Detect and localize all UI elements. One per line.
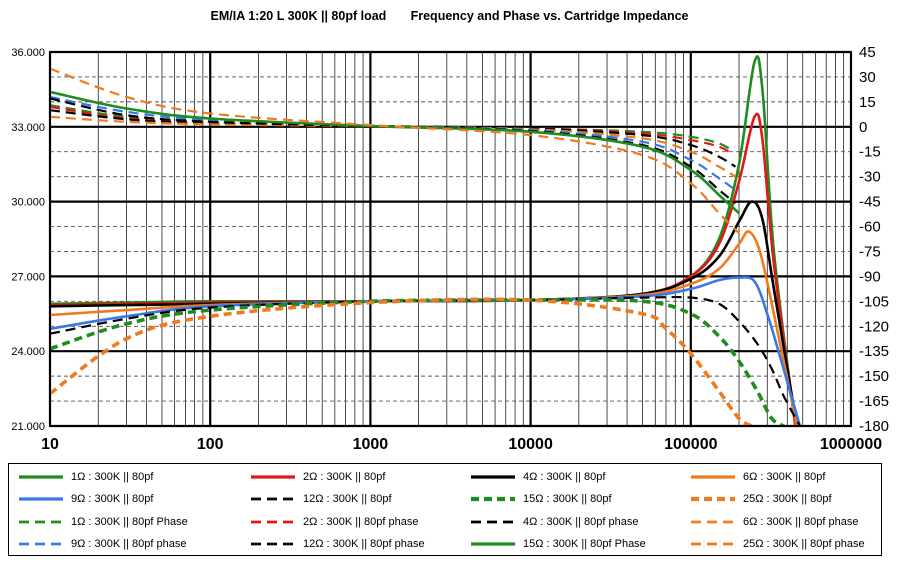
legend-swatch <box>471 496 515 502</box>
y-right-tick-label: 30 <box>859 69 876 86</box>
legend-label: 2Ω : 300K || 80pf <box>303 471 386 483</box>
legend: 1Ω : 300K || 80pf 2Ω : 300K || 80pf 4Ω : 3… <box>8 463 882 556</box>
legend-swatch <box>19 497 63 501</box>
legend-item: 2Ω : 300K || 80pf <box>249 469 385 485</box>
series-layer <box>50 55 802 426</box>
series-line-5 <box>50 276 802 426</box>
plot-area <box>50 52 851 426</box>
y-right-tick-label: -60 <box>859 219 881 236</box>
legend-swatch <box>251 542 295 546</box>
legend-label: 25Ω : 300K || 80pf <box>743 493 832 505</box>
series-line-6 <box>50 295 801 426</box>
x-tick-label: 100000 <box>664 436 717 453</box>
legend-item: 6Ω : 300K || 80pf <box>689 469 825 485</box>
plot-frame <box>49 51 852 427</box>
legend-item: 25Ω : 300K || 80pf <box>689 491 832 507</box>
legend-item: 15Ω : 300K || 80pf <box>469 491 612 507</box>
series-line-8 <box>50 297 753 426</box>
y-right-tick-label: -180 <box>859 418 889 435</box>
legend-item: 12Ω : 300K || 80pf phase <box>249 536 425 552</box>
legend-label: 12Ω : 300K || 80pf <box>303 493 392 505</box>
x-tick-label: 100 <box>197 436 224 453</box>
legend-item: 4Ω : 300K || 80pf phase <box>469 514 638 530</box>
axes: 10 100 1000 10000 100000 1000000 21.000 24.000 2… <box>11 44 889 453</box>
y-right-tick-label: -45 <box>859 194 881 211</box>
y-right-tick-label: -150 <box>859 368 889 385</box>
y-left-tick-label: 21.000 <box>11 421 45 433</box>
legend-swatch <box>251 475 295 479</box>
legend-label: 9Ω : 300K || 80pf <box>71 493 154 505</box>
y-left-tick-label: 33.000 <box>11 122 45 134</box>
y-right-tick-label: -105 <box>859 293 889 310</box>
y-left-tick-label: 24.000 <box>11 346 45 358</box>
x-tick-label: 10000 <box>508 436 553 453</box>
legend-label: 4Ω : 300K || 80pf <box>523 471 606 483</box>
legend-item: 9Ω : 300K || 80pf <box>17 491 153 507</box>
legend-item: 9Ω : 300K || 80pf phase <box>17 536 186 552</box>
legend-label: 25Ω : 300K || 80pf phase <box>743 538 865 550</box>
legend-label: 15Ω : 300K || 80pf Phase <box>523 538 646 550</box>
legend-swatch <box>251 520 295 524</box>
y-right-tick-label: -135 <box>859 343 889 360</box>
legend-label: 2Ω : 300K || 80pf phase <box>303 516 419 528</box>
y-right-tick-label: -15 <box>859 144 881 161</box>
legend-item: 2Ω : 300K || 80pf phase <box>249 514 418 530</box>
legend-swatch <box>471 542 515 546</box>
legend-item: 6Ω : 300K || 80pf phase <box>689 514 858 530</box>
y-right-tick-label: 15 <box>859 94 876 111</box>
legend-swatch <box>691 496 735 502</box>
legend-item: 1Ω : 300K || 80pf Phase <box>17 514 188 530</box>
legend-swatch <box>251 497 295 501</box>
legend-item: 4Ω : 300K || 80pf <box>469 469 605 485</box>
legend-swatch <box>19 520 63 524</box>
x-tick-label: 10 <box>41 436 59 453</box>
legend-swatch <box>19 475 63 479</box>
x-tick-label: 1000 <box>353 436 389 453</box>
legend-swatch <box>19 542 63 546</box>
y-right-tick-label: 0 <box>859 119 867 136</box>
y-left-tick-label: 27.000 <box>11 271 45 283</box>
legend-label: 9Ω : 300K || 80pf phase <box>71 538 187 550</box>
y-right-tick-label: -120 <box>859 318 889 335</box>
legend-item: 25Ω : 300K || 80pf phase <box>689 536 865 552</box>
series-line-16 <box>50 67 740 234</box>
y-right-tick-label: 45 <box>859 44 876 61</box>
y-left-tick-label: 36.000 <box>11 47 45 59</box>
y-left-tick-label: 30.000 <box>11 197 45 209</box>
legend-item: 15Ω : 300K || 80pf Phase <box>469 536 646 552</box>
legend-label: 4Ω : 300K || 80pf phase <box>523 516 639 528</box>
legend-swatch <box>471 520 515 524</box>
legend-swatch <box>691 542 735 546</box>
series-line-15 <box>50 90 740 215</box>
x-tick-label: 1000000 <box>820 436 882 453</box>
chart-canvas: 10 100 1000 10000 100000 1000000 21.000 24.000 2… <box>11 44 889 453</box>
y-right-tick-label: -90 <box>859 268 881 285</box>
chart-title: EM/IA 1:20 L 300K || 80pf load Frequency… <box>210 9 689 23</box>
y-right-tick-label: -30 <box>859 169 881 186</box>
legend-label: 1Ω : 300K || 80pf <box>71 471 154 483</box>
y-right-tick-label: -75 <box>859 243 881 260</box>
legend-item: 12Ω : 300K || 80pf <box>249 491 392 507</box>
legend-swatch <box>691 475 735 479</box>
legend-label: 1Ω : 300K || 80pf Phase <box>71 516 188 528</box>
y-right-tick-label: -165 <box>859 393 889 410</box>
legend-label: 15Ω : 300K || 80pf <box>523 493 612 505</box>
legend-swatch <box>691 520 735 524</box>
legend-item: 1Ω : 300K || 80pf <box>17 469 153 485</box>
legend-label: 6Ω : 300K || 80pf <box>743 471 826 483</box>
legend-label: 12Ω : 300K || 80pf phase <box>303 538 425 550</box>
legend-label: 6Ω : 300K || 80pf phase <box>743 516 859 528</box>
legend-swatch <box>471 475 515 479</box>
